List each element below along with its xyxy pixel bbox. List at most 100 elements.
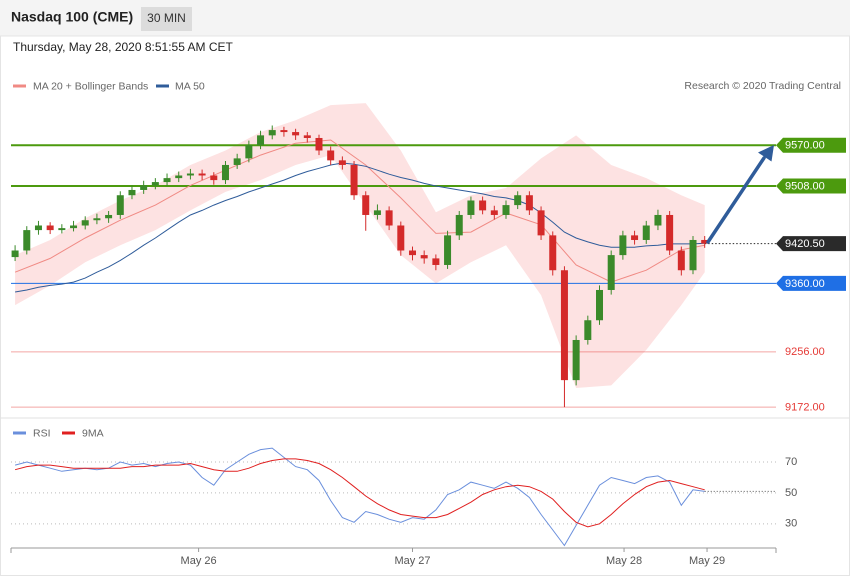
candle-body (631, 235, 639, 240)
y-tick-label: 70 (785, 456, 797, 468)
datetime: Thursday, May 28, 2020 8:51:55 AM CET (13, 40, 234, 54)
candle-body (46, 225, 54, 231)
candle-body (549, 235, 557, 271)
level-label: 9420.50 (785, 238, 825, 250)
title: Nasdaq 100 (CME) (11, 9, 133, 25)
candle-body (292, 132, 300, 136)
timeframe-badge (141, 7, 192, 31)
candle-body (619, 235, 627, 256)
candle-body (233, 158, 241, 165)
candle-body (23, 230, 31, 251)
candle-body (338, 160, 346, 165)
x-tick-label: May 27 (394, 555, 430, 567)
ma50-line (15, 162, 705, 293)
candle-body (596, 289, 604, 321)
candle-body (607, 255, 615, 290)
candle-body (373, 210, 381, 215)
level-label: 9570.00 (785, 140, 825, 152)
candle-body (490, 210, 498, 215)
candle-body (642, 225, 650, 240)
candle-body (257, 135, 265, 146)
candle-body (163, 178, 171, 183)
x-tick-label: May 28 (606, 555, 642, 567)
candle-body (116, 195, 124, 215)
level-label: 9256.00 (785, 346, 825, 358)
level-label-box (776, 275, 846, 291)
candle-body (701, 239, 709, 244)
ma20-line (14, 139, 705, 283)
candle-body (467, 200, 475, 215)
y-tick-label: 30 (785, 518, 797, 530)
candle-body (151, 182, 159, 186)
candle-body (689, 239, 697, 271)
candle-body (186, 173, 194, 176)
candle-body (654, 214, 662, 226)
candle-body (268, 130, 276, 136)
candle-body (584, 320, 592, 340)
candle-body (221, 164, 229, 181)
candle-body (572, 339, 580, 381)
y-tick-label: 50 (785, 487, 797, 499)
candle-body (537, 210, 545, 236)
level-label-box (776, 236, 846, 252)
candle-body (455, 214, 463, 236)
candle-body (140, 185, 148, 190)
chart-panel (0, 35, 850, 576)
level-label-box (776, 137, 846, 153)
plot: 9570.00 9508.00 9420.50 9360.00 9256.00 9172.… (10, 80, 846, 567)
candle-body (502, 205, 510, 215)
candle-body (175, 175, 183, 179)
level-label-box (776, 178, 846, 194)
legend-label: 9MA (82, 427, 104, 439)
series-line (14, 458, 705, 528)
candle-body (327, 150, 335, 161)
candle-body (34, 225, 42, 231)
candle-body (397, 225, 405, 251)
legend-label: RSI (33, 427, 51, 439)
forecast-arrowhead (758, 145, 774, 162)
candle-body (408, 250, 416, 256)
candle-body (210, 175, 218, 181)
x-tick-label: May 26 (181, 555, 217, 567)
timeframe: 30 MIN (147, 11, 186, 25)
candle-body (666, 214, 674, 251)
candle-body (432, 258, 440, 265)
level-label: 9172.00 (785, 402, 825, 414)
candle-body (105, 214, 113, 219)
candle-body (93, 218, 101, 221)
legend-label: MA 50 (175, 80, 205, 92)
candle-body (70, 225, 78, 229)
legend-swatch (13, 84, 26, 88)
legend-swatch (62, 431, 75, 435)
candle-body (385, 210, 393, 226)
candle-body (525, 195, 533, 211)
legend-swatch (156, 84, 169, 88)
candle-body (560, 270, 568, 381)
forecast-arrow (706, 156, 766, 244)
level-label: 9508.00 (785, 180, 825, 192)
candle-body (315, 137, 323, 151)
candle-body (420, 255, 428, 259)
candle-body (280, 130, 288, 133)
source: Research © 2020 Trading Central (684, 80, 841, 92)
candle-body (444, 235, 452, 265)
candle-body (362, 195, 370, 215)
candle-body (198, 173, 206, 176)
candle-body (81, 220, 89, 226)
candle-body (303, 135, 311, 138)
candle-body (128, 189, 136, 196)
candle-body (11, 250, 19, 258)
candle-body (479, 200, 487, 211)
candle-body (245, 145, 253, 159)
candle-body (350, 164, 358, 196)
series-line (14, 447, 705, 547)
level-label: 9360.00 (785, 278, 825, 290)
x-tick-label: May 29 (689, 555, 725, 567)
candle-body (58, 228, 66, 231)
legend-swatch (13, 431, 26, 435)
candle-body (514, 195, 522, 206)
candle-body (677, 250, 685, 271)
legend-label: MA 20 + Bollinger Bands (33, 80, 148, 92)
